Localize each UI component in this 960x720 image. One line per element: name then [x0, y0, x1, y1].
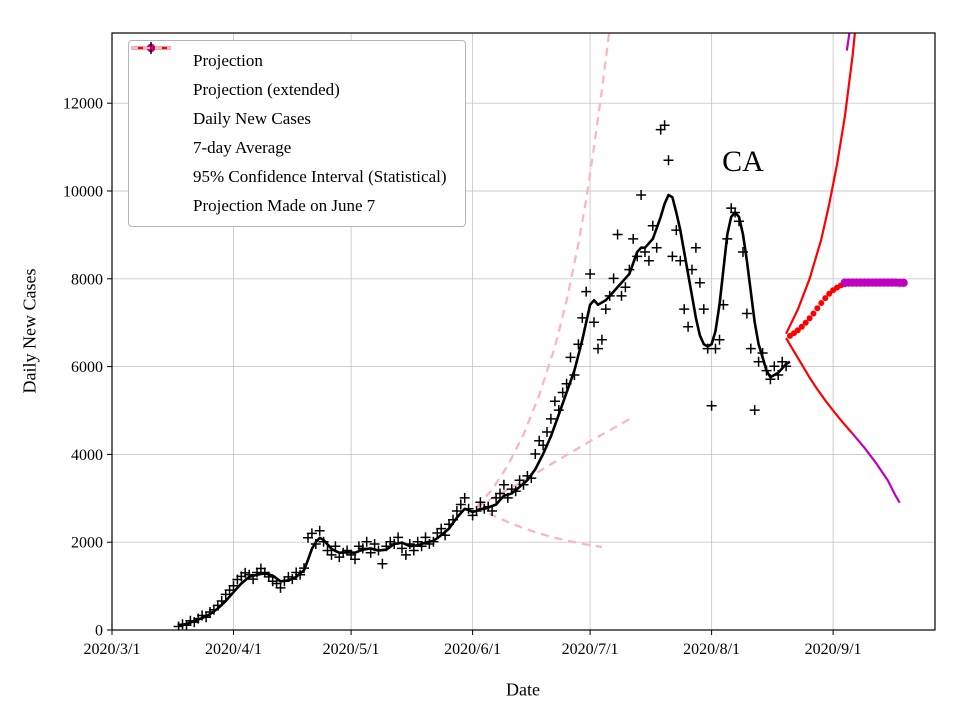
x-tick-label: 2020/6/1	[444, 641, 501, 658]
legend-item: Projection	[135, 43, 447, 73]
x-tick-label: 2020/5/1	[323, 641, 380, 658]
y-axis-label: Daily New Cases	[19, 268, 40, 394]
x-tick-label: 2020/7/1	[562, 641, 619, 658]
y-tick-label: 4000	[71, 447, 103, 464]
y-tick-label: 12000	[63, 96, 103, 113]
y-tick-label: 2000	[71, 535, 103, 552]
series-ci-upper-extended	[845, 33, 851, 51]
y-tick-label: 0	[95, 623, 103, 640]
x-axis-label: Date	[506, 679, 540, 700]
x-tick-label: 2020/8/1	[683, 641, 740, 658]
legend-item: 7-day Average	[131, 46, 447, 160]
legend-item: Projection (extended)	[135, 43, 447, 102]
x-axis-ticks: 2020/3/1 2020/4/1 2020/5/1 2020/6/1 2020/7/1…	[84, 630, 862, 658]
legend-item-label: Projection	[193, 51, 263, 70]
series-7-day-average	[178, 193, 791, 627]
state-annotation: CA	[722, 145, 764, 179]
series-ci-lower	[785, 337, 854, 435]
y-axis-ticks: 0 2000 4000 6000 8000 10000 12000	[63, 96, 112, 640]
x-tick-label: 2020/9/1	[805, 641, 862, 658]
y-tick-label: 10000	[63, 184, 103, 201]
legend-item-label: 7-day Average	[193, 138, 292, 157]
legend-item: Projection Made on June 7	[131, 46, 447, 218]
series-ci-upper	[785, 33, 856, 335]
legend-item-label: 95% Confidence Interval (Statistical)	[193, 167, 447, 186]
legend-item-label: Projection (extended)	[193, 80, 340, 99]
series-june-7-projection-mid	[475, 416, 634, 509]
y-tick-label: 6000	[71, 359, 103, 376]
legend-item: 95% Confidence Interval (Statistical)	[131, 46, 447, 189]
x-tick-label: 2020/4/1	[205, 641, 262, 658]
x-tick-label: 2020/3/1	[84, 641, 141, 658]
legend-item-label: Daily New Cases	[193, 109, 312, 128]
plot-border	[111, 32, 936, 631]
series-projection-extended	[840, 278, 908, 287]
series-ci-lower-extended	[851, 433, 901, 504]
legend-item: Daily New Cases	[135, 42, 447, 131]
legend: Projection Projection (extended) Daily New…	[128, 40, 466, 227]
series-june-7-projection-upper	[475, 33, 611, 508]
series-daily-new-cases	[173, 120, 792, 630]
y-tick-label: 8000	[71, 271, 103, 288]
legend-item-label: Projection Made on June 7	[193, 196, 376, 215]
